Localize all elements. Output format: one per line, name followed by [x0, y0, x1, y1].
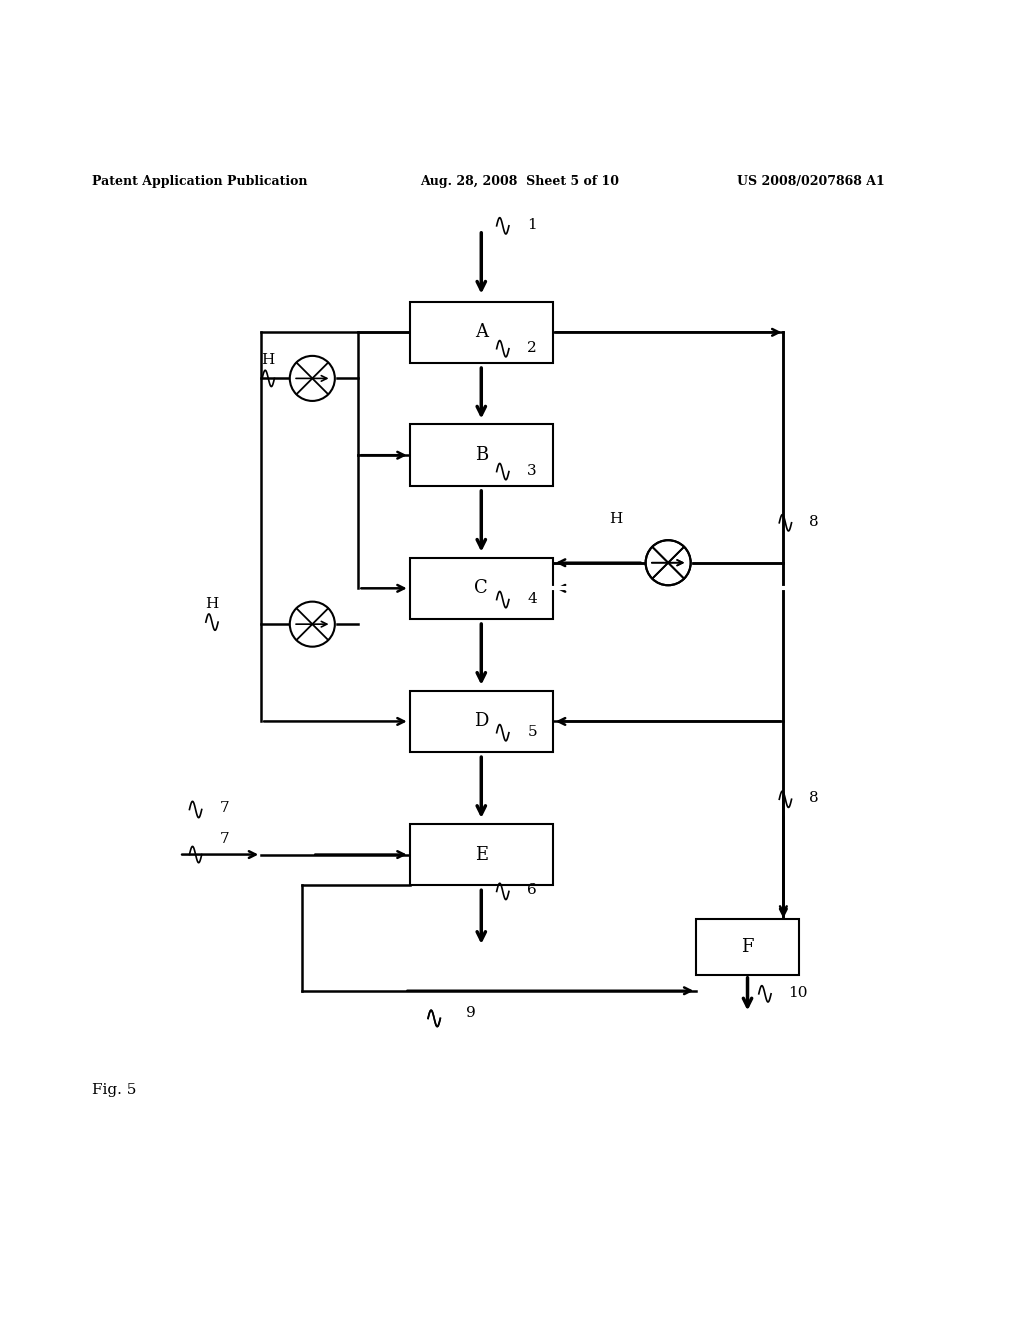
Text: 6: 6	[527, 883, 538, 898]
Text: US 2008/0207868 A1: US 2008/0207868 A1	[737, 176, 885, 189]
Text: H: H	[205, 597, 218, 611]
Text: D: D	[474, 713, 488, 730]
Text: 7: 7	[220, 801, 229, 816]
Text: Fig. 5: Fig. 5	[92, 1084, 136, 1097]
FancyBboxPatch shape	[410, 557, 553, 619]
Text: 9: 9	[466, 1006, 476, 1020]
Text: Patent Application Publication: Patent Application Publication	[92, 176, 307, 189]
FancyBboxPatch shape	[410, 301, 553, 363]
FancyBboxPatch shape	[410, 824, 553, 886]
FancyBboxPatch shape	[410, 690, 553, 752]
Text: 5: 5	[527, 725, 537, 739]
Text: 10: 10	[788, 986, 808, 999]
Text: H: H	[261, 352, 274, 367]
Text: 8: 8	[809, 515, 818, 529]
Text: 2: 2	[527, 341, 538, 355]
Text: E: E	[475, 846, 487, 863]
Text: 3: 3	[527, 463, 537, 478]
FancyBboxPatch shape	[696, 919, 799, 975]
Text: F: F	[741, 937, 754, 956]
FancyBboxPatch shape	[410, 425, 553, 486]
Text: 1: 1	[527, 218, 538, 232]
Text: B: B	[475, 446, 487, 465]
Text: H: H	[609, 512, 623, 525]
Text: 8: 8	[809, 791, 818, 805]
Text: A: A	[475, 323, 487, 342]
Text: Aug. 28, 2008  Sheet 5 of 10: Aug. 28, 2008 Sheet 5 of 10	[420, 176, 618, 189]
Text: C: C	[474, 579, 488, 598]
Text: 7: 7	[220, 832, 229, 846]
Text: 4: 4	[527, 591, 538, 606]
